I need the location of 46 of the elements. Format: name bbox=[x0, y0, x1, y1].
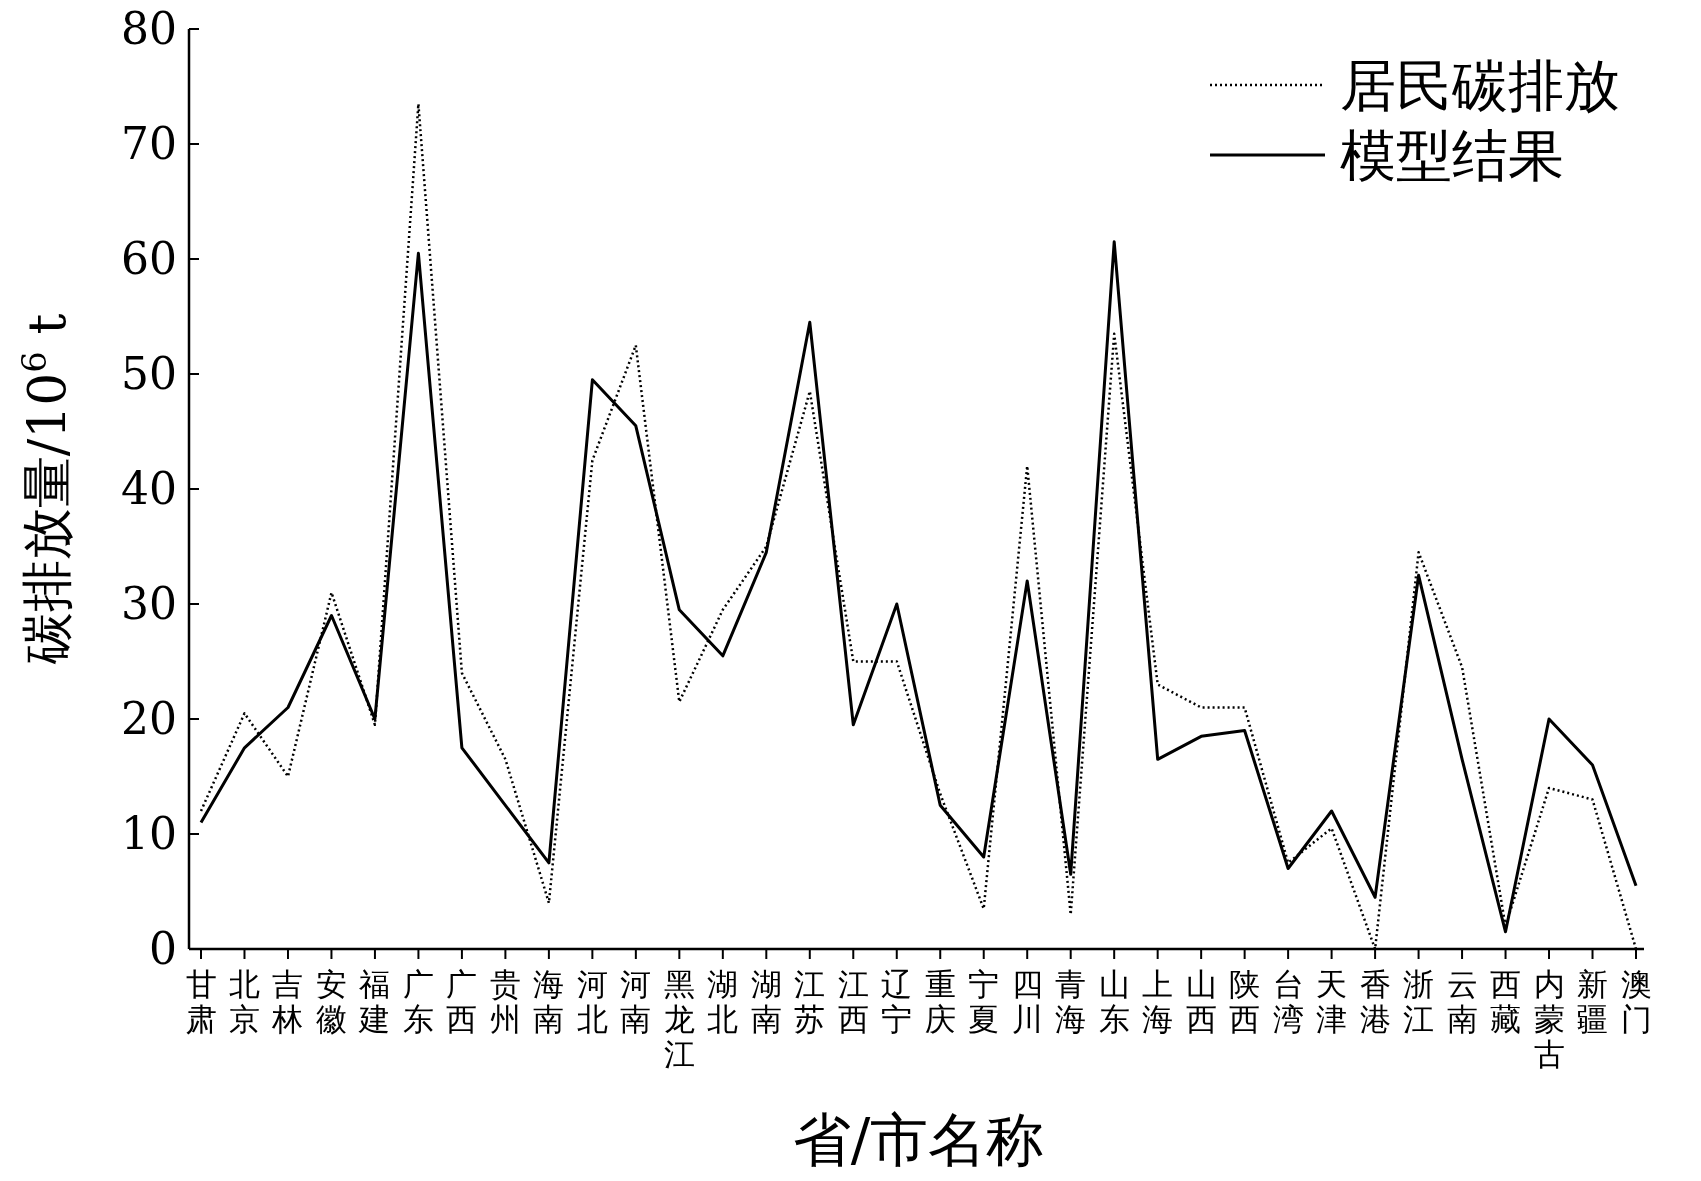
x-tick-label: 新疆 bbox=[1577, 966, 1609, 1037]
x-tick-label: 江西 bbox=[837, 966, 869, 1037]
x-tick-label: 云南 bbox=[1446, 966, 1478, 1037]
y-tick-label: 60 bbox=[121, 233, 177, 284]
x-tick-label: 辽宁 bbox=[881, 966, 913, 1037]
legend-label: 居民碳排放 bbox=[1340, 53, 1620, 118]
y-tick-label: 30 bbox=[121, 578, 177, 629]
x-tick-label: 湖北 bbox=[707, 966, 739, 1037]
x-tick-label: 湖南 bbox=[750, 966, 782, 1037]
x-tick-label: 山东 bbox=[1098, 966, 1130, 1037]
x-tick-label: 四川 bbox=[1011, 966, 1043, 1037]
x-tick-label: 河北 bbox=[576, 966, 608, 1037]
x-tick-label: 福建 bbox=[358, 966, 391, 1037]
x-tick-label: 香港 bbox=[1359, 966, 1391, 1037]
y-tick-label: 40 bbox=[121, 463, 177, 514]
x-tick-label: 甘肃 bbox=[185, 966, 217, 1037]
y-tick-label: 50 bbox=[121, 348, 177, 399]
x-tick-label: 江苏 bbox=[794, 966, 826, 1037]
x-tick-label: 吉林 bbox=[271, 966, 304, 1037]
x-tick-label: 广西 bbox=[446, 966, 478, 1037]
x-tick-label: 北京 bbox=[228, 966, 260, 1037]
legend-label: 模型结果 bbox=[1340, 123, 1564, 188]
x-tick-label: 陕西 bbox=[1229, 966, 1261, 1037]
y-tick-label: 80 bbox=[121, 3, 177, 54]
x-tick-label: 宁夏 bbox=[968, 966, 1000, 1037]
y-tick-label: 0 bbox=[149, 923, 177, 974]
x-tick-label: 贵州 bbox=[489, 966, 521, 1037]
y-tick-label: 20 bbox=[121, 693, 177, 744]
x-tick-label: 广东 bbox=[402, 966, 434, 1037]
x-tick-label: 上海 bbox=[1142, 966, 1174, 1037]
x-tick-label: 海南 bbox=[533, 966, 565, 1037]
x-tick-label: 山西 bbox=[1185, 966, 1217, 1037]
x-tick-label: 安徽 bbox=[315, 966, 347, 1037]
x-tick-label: 河南 bbox=[620, 966, 652, 1037]
x-axis-title: 省/市名称 bbox=[792, 1106, 1045, 1174]
y-tick-label: 10 bbox=[121, 808, 177, 859]
x-tick-label: 台湾 bbox=[1272, 966, 1304, 1037]
y-tick-label: 70 bbox=[121, 118, 177, 169]
x-tick-label: 天津 bbox=[1316, 966, 1348, 1037]
x-tick-label: 重庆 bbox=[924, 966, 956, 1037]
x-tick-label: 内蒙古 bbox=[1533, 966, 1565, 1072]
x-tick-label: 澳门 bbox=[1620, 966, 1652, 1037]
x-tick-label: 青海 bbox=[1055, 966, 1087, 1037]
x-tick-label: 黑龙江 bbox=[663, 966, 695, 1072]
x-tick-label: 西藏 bbox=[1490, 966, 1522, 1037]
x-tick-label: 浙江 bbox=[1403, 966, 1435, 1037]
